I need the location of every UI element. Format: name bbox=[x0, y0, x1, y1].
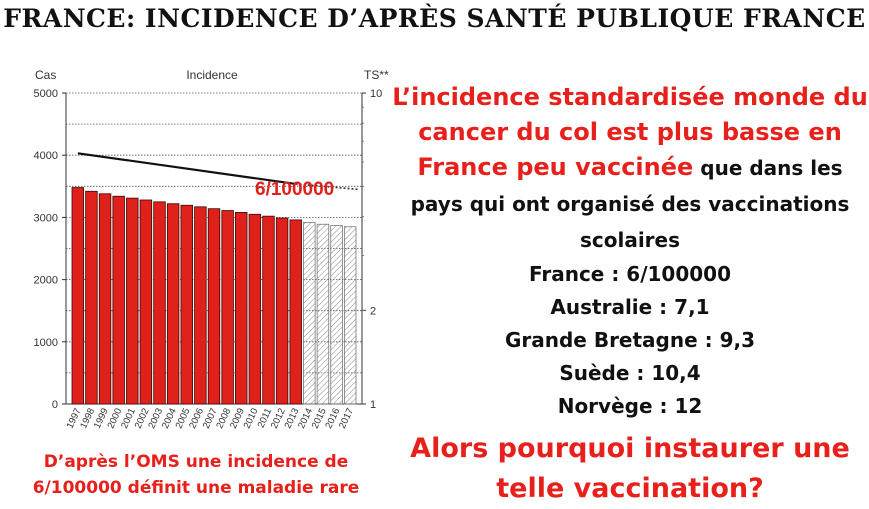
bar bbox=[275, 217, 289, 405]
right-tick-label: 2 bbox=[370, 305, 376, 317]
bar bbox=[221, 210, 234, 405]
country-item: Australie : 7,1 bbox=[550, 295, 710, 319]
bar bbox=[248, 213, 262, 405]
bar bbox=[262, 215, 275, 405]
projected-bar bbox=[330, 225, 343, 405]
bar bbox=[166, 203, 180, 405]
y-tick-label: 4000 bbox=[34, 150, 58, 162]
chart-title: Incidence bbox=[186, 68, 238, 82]
y-axis-label-right: TS** bbox=[364, 68, 389, 82]
bar bbox=[207, 208, 221, 405]
lead-paragraph: L’incidence standardisée monde du cancer… bbox=[392, 80, 868, 258]
bar bbox=[194, 206, 207, 405]
y-tick-label: 3000 bbox=[34, 212, 58, 224]
bar bbox=[98, 193, 112, 405]
projected-bar bbox=[303, 221, 316, 405]
question-text: Alors pourquoi instaurer une telle vacci… bbox=[410, 433, 850, 504]
projected-bar bbox=[343, 226, 357, 405]
bar bbox=[235, 212, 248, 405]
country-item: France : 6/100000 bbox=[528, 262, 732, 286]
country-item: Norvège : 12 bbox=[557, 394, 703, 418]
y-tick-label: 2000 bbox=[34, 275, 58, 287]
lead-black-text: que dans les pays qui ont organisé des v… bbox=[410, 156, 850, 252]
bar bbox=[85, 190, 98, 405]
y-axis-label-left: Cas bbox=[35, 68, 56, 82]
bar bbox=[289, 219, 302, 405]
country-list: France : 6/100000 Australie : 7,1 Grande… bbox=[392, 258, 868, 423]
right-tick-label: 1 bbox=[370, 399, 376, 411]
rate-line bbox=[77, 152, 296, 186]
bar bbox=[180, 204, 193, 405]
lead-red-text: L’incidence standardisée monde du cancer… bbox=[392, 83, 868, 181]
rate-annotation: 6/100000 bbox=[255, 179, 334, 200]
y-tick-label: 1000 bbox=[34, 337, 58, 349]
y-tick-label: 5000 bbox=[34, 88, 58, 100]
y-tick-label: 0 bbox=[52, 399, 58, 411]
page-title: FRANCE: INCIDENCE D’APRÈS SANTÉ PUBLIQUE… bbox=[3, 4, 866, 33]
caption-line-2: 6/100000 définit une maladie rare bbox=[32, 478, 360, 498]
rate-line-projection bbox=[295, 183, 359, 191]
bar bbox=[71, 187, 85, 405]
rare-disease-caption: D’après l’OMS une incidence de 6/100000 … bbox=[6, 449, 386, 501]
country-item: Suède : 10,4 bbox=[559, 361, 701, 385]
argument-panel: L’incidence standardisée monde du cancer… bbox=[392, 80, 868, 509]
bar bbox=[112, 195, 125, 405]
projected-bar bbox=[316, 223, 330, 405]
bar bbox=[139, 199, 153, 405]
right-tick-label: 10 bbox=[370, 88, 382, 100]
bar bbox=[126, 197, 139, 405]
caption-line-1: D’après l’OMS une incidence de bbox=[43, 452, 349, 472]
incidence-chart: 0 1000 2000 3000 4000 5000 10 2 1 Cas Incidence TS*… bbox=[34, 68, 389, 430]
country-item: Grande Bretagne : 9,3 bbox=[504, 328, 756, 352]
bar bbox=[153, 201, 166, 405]
